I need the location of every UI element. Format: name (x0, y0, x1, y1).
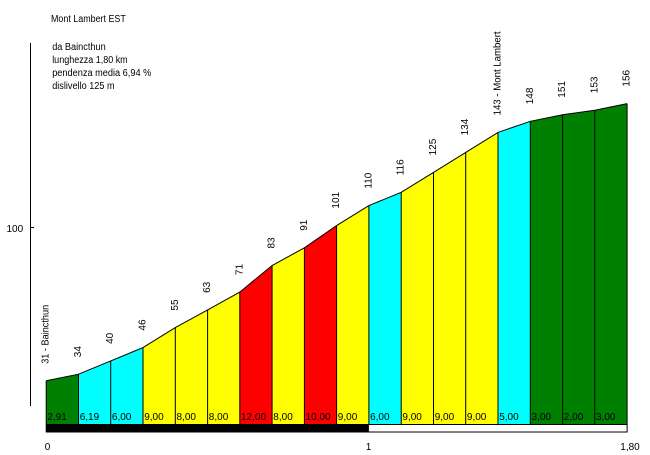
svg-text:8,00: 8,00 (209, 412, 229, 423)
svg-text:151: 151 (557, 81, 568, 98)
svg-text:lunghezza 1,80 km: lunghezza 1,80 km (52, 55, 128, 66)
svg-text:83: 83 (267, 237, 278, 249)
svg-text:3,00: 3,00 (532, 412, 552, 423)
svg-text:6,19: 6,19 (80, 412, 100, 423)
svg-text:1,80: 1,80 (620, 442, 640, 453)
svg-text:6,00: 6,00 (112, 412, 132, 423)
svg-text:63: 63 (202, 281, 213, 293)
svg-text:148: 148 (525, 87, 536, 104)
svg-text:125: 125 (428, 138, 439, 155)
svg-text:2,00: 2,00 (564, 412, 584, 423)
svg-text:9,00: 9,00 (402, 412, 422, 423)
svg-text:5,00: 5,00 (499, 412, 519, 423)
svg-text:71: 71 (234, 264, 245, 276)
svg-text:0: 0 (45, 442, 51, 453)
svg-text:pendenza media 6,94 %: pendenza media 6,94 % (52, 68, 151, 79)
svg-text:153: 153 (589, 76, 600, 93)
svg-text:91: 91 (299, 219, 310, 231)
svg-text:10,00: 10,00 (306, 412, 331, 423)
svg-text:9,00: 9,00 (144, 412, 164, 423)
svg-text:143 - Mont Lambert: 143 - Mont Lambert (493, 31, 504, 115)
svg-text:Mont Lambert EST: Mont Lambert EST (51, 14, 126, 25)
svg-text:40: 40 (105, 332, 116, 344)
svg-text:12,00: 12,00 (241, 412, 266, 423)
svg-text:1: 1 (366, 442, 372, 453)
svg-text:8,00: 8,00 (273, 412, 293, 423)
svg-text:55: 55 (170, 299, 181, 311)
svg-text:110: 110 (363, 172, 374, 188)
svg-text:116: 116 (396, 159, 407, 175)
svg-text:134: 134 (460, 118, 471, 135)
svg-text:100: 100 (7, 224, 24, 235)
svg-text:da Baincthun: da Baincthun (52, 42, 105, 53)
svg-text:6,00: 6,00 (370, 412, 390, 423)
svg-text:3,00: 3,00 (596, 412, 616, 423)
svg-text:9,00: 9,00 (338, 412, 358, 423)
svg-text:8,00: 8,00 (177, 412, 197, 423)
svg-text:2,91: 2,91 (47, 412, 67, 423)
svg-text:34: 34 (73, 346, 84, 358)
svg-text:101: 101 (331, 191, 342, 208)
svg-text:9,00: 9,00 (467, 412, 487, 423)
svg-text:9,00: 9,00 (435, 412, 455, 423)
svg-text:dislivello 125 m: dislivello 125 m (52, 81, 114, 92)
svg-text:46: 46 (138, 319, 149, 331)
svg-text:156: 156 (622, 69, 633, 86)
svg-text:31 - Baincthun: 31 - Baincthun (41, 305, 52, 364)
